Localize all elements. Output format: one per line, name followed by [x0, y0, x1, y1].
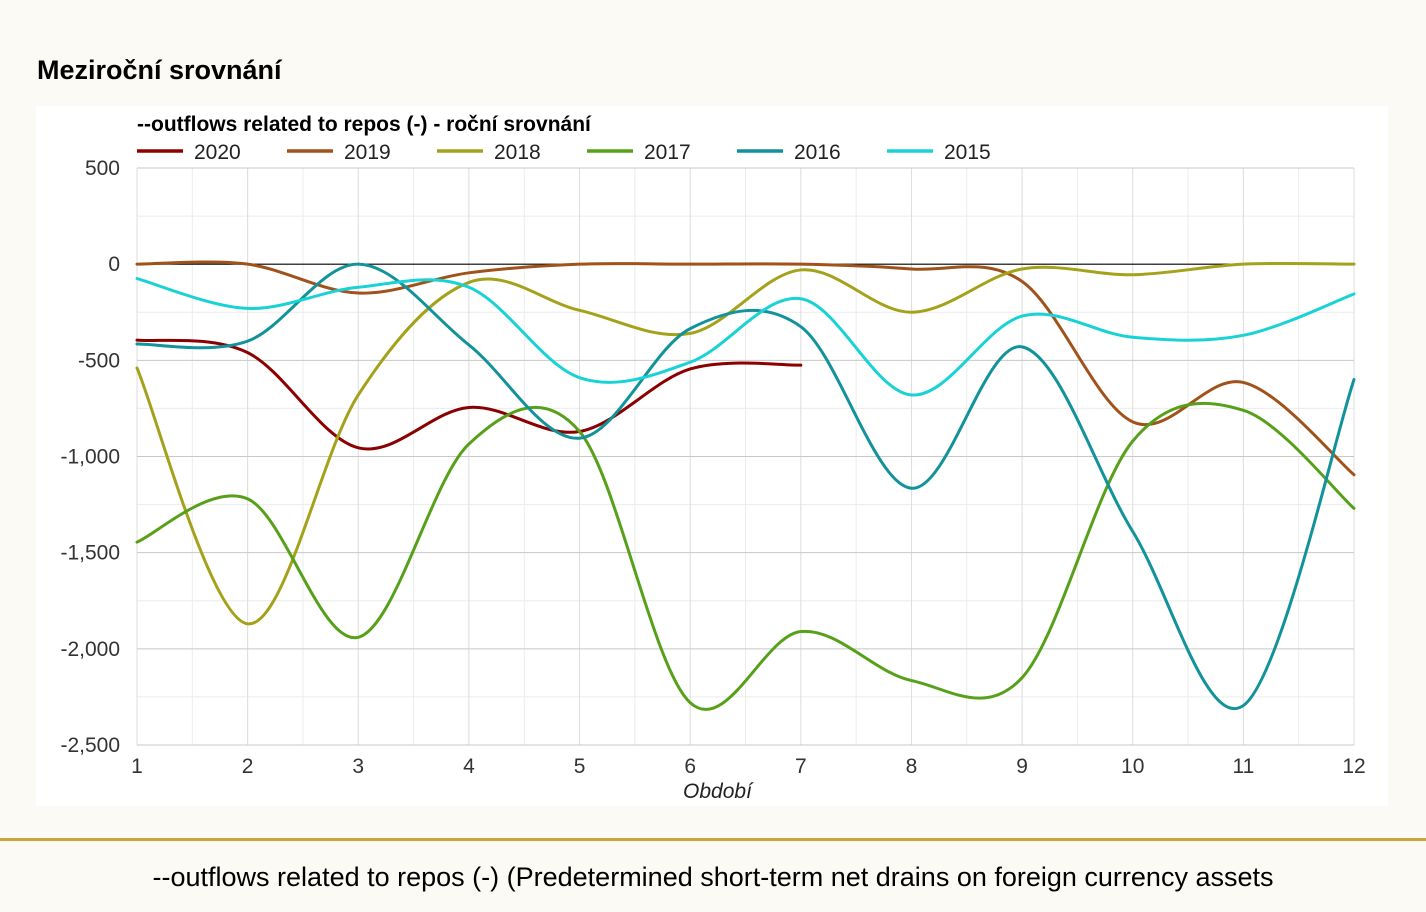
- series-lines: [135, 260, 1356, 711]
- y-tick-label: -2,500: [60, 734, 120, 757]
- series-line-2018: [135, 261, 1356, 626]
- legend: 2020 2019 2018 2017 2016 2015: [137, 141, 991, 164]
- legend-item-2020: 2020: [137, 141, 241, 164]
- x-tick-label: 7: [795, 755, 807, 778]
- x-tick-label: 5: [574, 755, 586, 778]
- footer-caption: --outflows related to repos (-) (Predete…: [152, 862, 1274, 892]
- series-line-2017: [135, 401, 1356, 711]
- legend-item-2019: 2019: [287, 141, 391, 164]
- legend-item-2016: 2016: [737, 141, 841, 164]
- x-tick-label: 10: [1121, 755, 1144, 778]
- series-line-2019: [135, 260, 1356, 477]
- x-tick-label: 9: [1016, 755, 1028, 778]
- y-tick-label: -2,000: [60, 638, 120, 661]
- x-tick-label: 4: [463, 755, 475, 778]
- x-tick-label: 6: [684, 755, 696, 778]
- x-axis-labels: 1 2 3 4 5 6 7 8 9 10 11 12: [131, 755, 1366, 778]
- series-line-2016: [135, 262, 1356, 710]
- divider: [0, 838, 1426, 841]
- y-tick-label: -1,000: [60, 446, 120, 469]
- series-line-2015: [135, 277, 1356, 397]
- legend-label: 2016: [794, 141, 841, 164]
- page-title: Meziroční srovnání: [37, 55, 282, 85]
- y-axis-labels: 500 0 -500 -1,000 -1,500 -2,000 -2,500: [60, 157, 120, 757]
- y-tick-label: 500: [85, 157, 120, 180]
- x-tick-label: 11: [1232, 755, 1254, 778]
- x-tick-label: 8: [906, 755, 918, 778]
- x-tick-label: 12: [1342, 755, 1365, 778]
- x-tick-label: 3: [352, 755, 364, 778]
- x-tick-label: 1: [131, 755, 143, 778]
- legend-label: 2017: [644, 141, 691, 164]
- chart-title: --outflows related to repos (-) - roční …: [137, 113, 592, 136]
- series-line-2020: [135, 338, 803, 451]
- legend-item-2017: 2017: [587, 141, 691, 164]
- legend-item-2018: 2018: [437, 141, 541, 164]
- legend-label: 2020: [194, 141, 241, 164]
- legend-label: 2018: [494, 141, 541, 164]
- legend-label: 2019: [344, 141, 391, 164]
- y-tick-label: 0: [108, 253, 120, 276]
- x-axis-title: Období: [683, 780, 754, 803]
- y-tick-label: -1,500: [60, 542, 120, 565]
- x-tick-label: 2: [242, 755, 254, 778]
- legend-item-2015: 2015: [887, 141, 991, 164]
- legend-label: 2015: [944, 141, 991, 164]
- y-tick-label: -500: [78, 349, 120, 372]
- chart-panel: 500 0 -500 -1,000 -1,500 -2,000 -2,500 1 2 3 4 5 6 7 8…: [36, 106, 1388, 806]
